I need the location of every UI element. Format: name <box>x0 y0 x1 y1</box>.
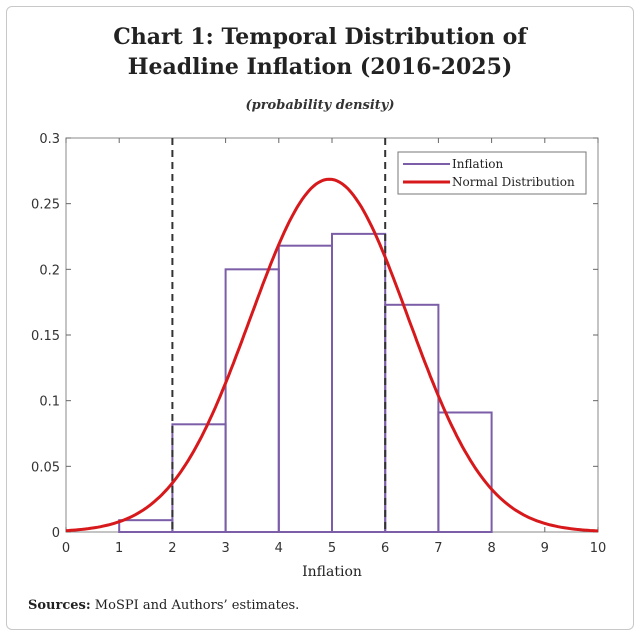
legend-label-inflation: Inflation <box>452 157 504 171</box>
x-tick-label: 9 <box>541 541 549 556</box>
x-axis-label: Inflation <box>302 564 362 580</box>
source-label: Sources: <box>28 598 91 613</box>
y-tick-label: 0.3 <box>39 132 60 147</box>
y-tick-label: 0.15 <box>31 329 60 344</box>
x-tick-label: 2 <box>168 541 176 556</box>
x-tick-label: 4 <box>275 541 283 556</box>
x-tick-label: 10 <box>590 541 607 556</box>
x-tick-label: 3 <box>221 541 229 556</box>
histogram-bar <box>437 411 493 533</box>
y-tick-label: 0 <box>52 526 60 541</box>
chart-frame <box>6 6 634 630</box>
source-note: Sources: MoSPI and Authors’ estimates. <box>28 598 299 613</box>
x-tick-label: 0 <box>62 541 70 556</box>
normal-distribution-curve <box>65 177 599 533</box>
x-tick-label: 6 <box>381 541 389 556</box>
legend-box <box>397 151 587 195</box>
y-tick-label: 0.2 <box>39 263 60 278</box>
x-tick-label: 1 <box>115 541 123 556</box>
legend-label-normal: Normal Distribution <box>452 175 575 189</box>
y-tick-label: 0.1 <box>39 395 60 410</box>
y-tick-label: 0.05 <box>31 460 60 475</box>
source-text: MoSPI and Authors’ estimates. <box>90 598 300 613</box>
x-tick-label: 7 <box>434 541 442 556</box>
chart-title: Chart 1: Temporal Distribution of Headli… <box>113 24 527 80</box>
x-tick-label: 5 <box>328 541 336 556</box>
x-tick-label: 8 <box>487 541 495 556</box>
y-tick-label: 0.25 <box>31 198 60 213</box>
chart-subtitle: (probability density) <box>245 98 395 113</box>
